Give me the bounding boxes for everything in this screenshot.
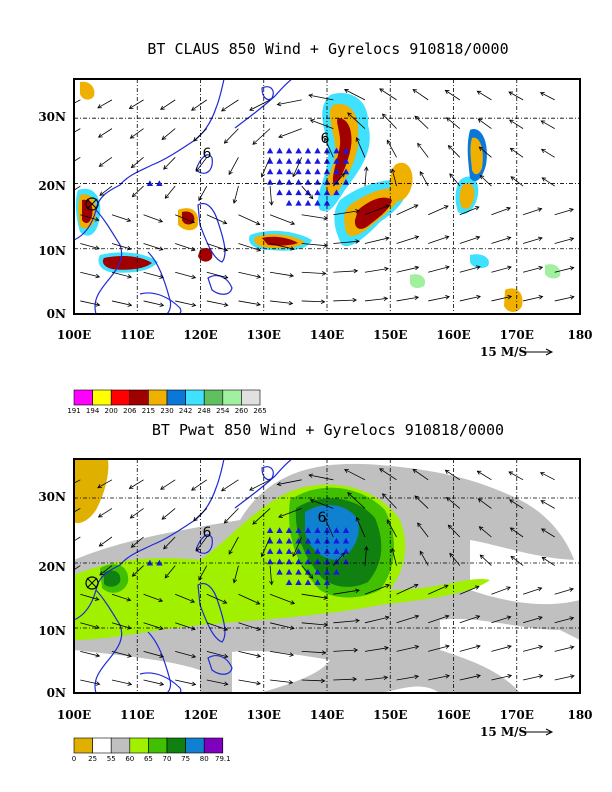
x-tick-label: 160E <box>436 328 470 342</box>
x-tick-label: 170E <box>500 328 534 342</box>
colorbar-swatch <box>110 737 131 754</box>
x-tick-label: 110E <box>120 328 154 342</box>
colorbar-swatch <box>73 737 93 754</box>
claus-gridlines <box>74 79 580 314</box>
pwat-gyre-circles: 6 6 <box>85 510 327 590</box>
x-tick-label: 160E <box>436 708 470 722</box>
x-tick-label: 110E <box>120 708 154 722</box>
claus-coastline <box>74 79 293 314</box>
pwat-colorbar: 0 25 55 60 65 70 75 80 79.1 <box>72 737 231 763</box>
colorbar-label: 254 <box>216 407 230 415</box>
x-tick-label: 150E <box>373 328 407 342</box>
claus-map: 6 6 <box>74 79 580 314</box>
claus-vector-ref-label: 15 M/S <box>480 345 527 359</box>
colorbar-swatch <box>92 737 112 754</box>
x-tick-label: 140E <box>310 328 344 342</box>
colorbar-swatch <box>73 389 93 406</box>
x-tick-label: 180 <box>567 328 592 342</box>
colorbar-swatch <box>185 389 205 406</box>
colorbar-label: 194 <box>86 407 100 415</box>
claus-y-axis: 0N 10N 20N 30N <box>38 110 66 321</box>
svg-text:6: 6 <box>203 146 212 162</box>
pwat-ytick: 10N <box>38 624 66 638</box>
colorbar-label: 200 <box>105 407 118 415</box>
svg-text:6: 6 <box>203 525 212 541</box>
pwat-wind-vectors <box>74 468 575 687</box>
colorbar-label: 0 <box>72 755 76 763</box>
pwat-ytick: 30N <box>38 490 66 504</box>
claus-vector-ref: 15 M/S <box>480 345 554 359</box>
colorbar-label: 260 <box>235 407 248 415</box>
pwat-x-axis: 100E 110E 120E 130E 140E 150E 160E 170E 180 <box>57 708 593 722</box>
x-tick-label: 130E <box>247 328 281 342</box>
colorbar-swatch <box>241 389 261 406</box>
x-tick-label: 100E <box>57 328 91 342</box>
colorbar-swatch <box>166 389 186 406</box>
colorbar-swatch <box>166 737 186 754</box>
claus-ytick: 30N <box>38 110 66 124</box>
x-tick-label: 130E <box>247 708 281 722</box>
pwat-gridlines <box>74 459 580 693</box>
claus-panel-title: BT CLAUS 850 Wind + Gyrelocs 910818/0000 <box>147 40 508 58</box>
colorbar-swatch <box>110 389 131 406</box>
colorbar-swatch <box>222 389 242 406</box>
x-tick-label: 140E <box>310 708 344 722</box>
colorbar-label: 60 <box>125 755 134 763</box>
colorbar-label: 248 <box>198 407 211 415</box>
colorbar-label: 79.1 <box>215 755 231 763</box>
claus-ytick: 10N <box>38 244 66 258</box>
claus-wind-vectors <box>74 88 575 307</box>
pwat-ytick: 20N <box>38 560 66 574</box>
pwat-map: 6 6 <box>74 459 580 693</box>
colorbar-label: 230 <box>160 407 173 415</box>
colorbar-label: 65 <box>144 755 153 763</box>
pwat-frame <box>73 458 581 694</box>
pwat-vector-ref: 15 M/S <box>480 725 554 739</box>
claus-ytick: 20N <box>38 179 66 193</box>
colorbar-label: 242 <box>179 407 192 415</box>
x-tick-label: 150E <box>373 708 407 722</box>
x-tick-label: 120E <box>183 328 217 342</box>
svg-text:6: 6 <box>321 131 330 147</box>
colorbar-label: 55 <box>107 755 116 763</box>
x-tick-label: 170E <box>500 708 534 722</box>
colorbar-label: 75 <box>181 755 190 763</box>
pwat-y-axis: 0N 10N 20N 30N <box>38 490 66 700</box>
colorbar-swatch <box>203 737 224 754</box>
colorbar-swatch <box>129 389 149 406</box>
colorbar-label: 25 <box>88 755 97 763</box>
colorbar-swatch <box>148 737 168 754</box>
claus-frame <box>73 78 581 315</box>
pwat-ytick: 0N <box>47 686 66 700</box>
pwat-vector-ref-label: 15 M/S <box>480 725 527 739</box>
colorbar-label: 265 <box>253 407 266 415</box>
claus-cloud-shading <box>75 81 561 312</box>
colorbar-swatch <box>129 737 149 754</box>
colorbar-label: 70 <box>163 755 172 763</box>
x-tick-label: 180 <box>567 708 592 722</box>
colorbar-swatch <box>148 389 168 406</box>
claus-x-axis: 100E 110E 120E 130E 140E 150E 160E 170E 180 <box>57 328 593 342</box>
claus-colorbar: 191 194 200 206 215 230 242 248 254 260 265 <box>67 389 267 415</box>
colorbar-swatch <box>203 389 224 406</box>
colorbar-label: 80 <box>200 755 209 763</box>
colorbar-label: 206 <box>123 407 137 415</box>
x-tick-label: 120E <box>183 708 217 722</box>
claus-ytick: 0N <box>47 307 66 321</box>
colorbar-swatch <box>185 737 205 754</box>
colorbar-swatch <box>92 389 112 406</box>
claus-gyre-circles: 6 6 <box>85 131 330 211</box>
pwat-panel-title: BT Pwat 850 Wind + Gyrelocs 910818/0000 <box>152 421 504 439</box>
colorbar-label: 191 <box>67 407 80 415</box>
x-tick-label: 100E <box>57 708 91 722</box>
colorbar-label: 215 <box>142 407 155 415</box>
svg-text:6: 6 <box>318 510 327 526</box>
